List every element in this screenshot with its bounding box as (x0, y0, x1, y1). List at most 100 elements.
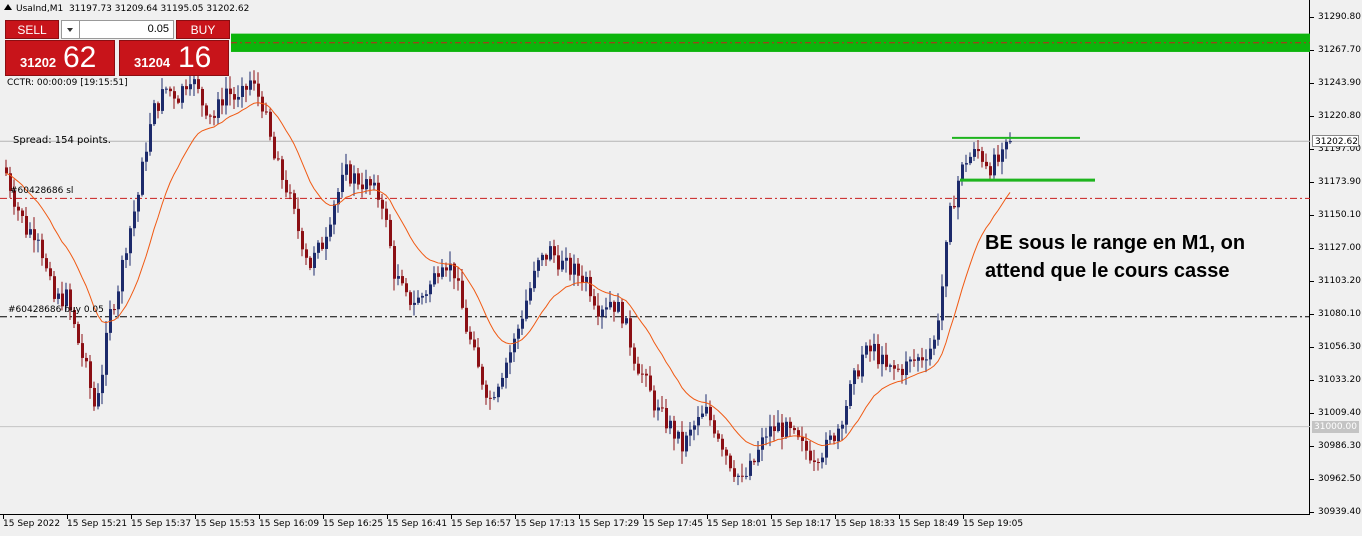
sell-quote[interactable]: 31202 62 (5, 40, 115, 76)
price-tick (1310, 247, 1314, 249)
candle-body (573, 263, 576, 275)
candle-body (733, 468, 736, 477)
candle-body (173, 91, 176, 99)
price-label: 31127.00 (1318, 242, 1361, 253)
time-label: 15 Sep 18:33 (835, 519, 896, 529)
candle-body (429, 284, 432, 295)
ask-big: 16 (178, 41, 212, 74)
time-tick (963, 515, 964, 519)
candle-body (9, 173, 12, 191)
price-label: 31220.80 (1318, 110, 1361, 121)
candle-body (881, 354, 884, 365)
candle-body (181, 86, 184, 103)
candle-body (61, 293, 64, 307)
candle-body (205, 105, 208, 116)
buy-button[interactable]: BUY (176, 20, 230, 39)
candle-body (457, 278, 460, 281)
candle-body (373, 182, 376, 186)
candle-body (529, 288, 532, 301)
price-tick (1310, 281, 1314, 283)
time-label: 15 Sep 17:13 (515, 519, 576, 529)
time-tick (323, 515, 324, 519)
candle-body (537, 260, 540, 271)
time-label: 15 Sep 16:25 (323, 519, 384, 529)
price-tick (1310, 149, 1314, 151)
candle-body (17, 206, 20, 211)
candle-body (925, 359, 928, 361)
stop-loss-label[interactable]: #60428686 sl (10, 186, 74, 196)
candle-body (793, 428, 796, 431)
price-label: 30939.40 (1318, 507, 1361, 517)
candle-body (369, 179, 372, 186)
candle-body (481, 366, 484, 385)
candle-body (273, 136, 276, 159)
candle-body (409, 292, 412, 305)
candle-body (825, 439, 828, 458)
sell-button[interactable]: SELL (5, 20, 59, 39)
candle-body (213, 115, 216, 118)
candle-body (629, 318, 632, 348)
candle-body (165, 88, 168, 90)
candle-body (721, 438, 724, 450)
chart-area[interactable]: UsaInd,M1 31197.73 31209.64 31195.05 312… (0, 0, 1310, 515)
time-tick (3, 515, 4, 519)
candle-body (265, 111, 268, 113)
time-tick (835, 515, 836, 519)
time-label: 15 Sep 18:01 (707, 519, 768, 529)
candle-body (473, 339, 476, 348)
buy-quote[interactable]: 31204 16 (119, 40, 229, 76)
price-chart[interactable] (0, 0, 1310, 515)
symbol-info: UsaInd,M1 31197.73 31209.64 31195.05 312… (4, 4, 249, 14)
candle-body (705, 406, 708, 414)
candle-body (845, 405, 848, 425)
candle-body (677, 431, 680, 439)
one-click-trading-panel: SELL 0.05 BUY 31202 62 31204 16 (5, 20, 230, 76)
price-label: 31056.30 (1318, 342, 1361, 353)
candle-body (641, 373, 644, 375)
candle-body (801, 437, 804, 441)
candle-body (765, 436, 768, 438)
price-scale[interactable]: 31290.80 31267.70 31243.90 31220.80 31197.00… (1310, 0, 1362, 517)
candle-body (13, 190, 16, 207)
candle-body (25, 215, 28, 235)
candle-body (809, 450, 812, 461)
time-label: 15 Sep 15:53 (195, 519, 256, 529)
candle-body (509, 352, 512, 363)
candle-body (401, 276, 404, 284)
lot-size-input[interactable]: 0.05 (61, 20, 174, 39)
candle-body (445, 267, 448, 271)
candle-body (625, 318, 628, 324)
candle-body (621, 301, 624, 324)
candle-body (53, 276, 56, 299)
candle-body (389, 219, 392, 247)
time-label: 15 Sep 16:57 (451, 519, 512, 529)
candle-body (345, 164, 348, 175)
candle-body (713, 420, 716, 434)
time-tick (195, 515, 196, 519)
candle-body (637, 363, 640, 374)
lot-value: 0.05 (147, 23, 169, 35)
candle-body (533, 270, 536, 289)
price-label: 31009.40 (1318, 408, 1361, 419)
candle-body (81, 343, 84, 358)
candle-body (349, 164, 352, 184)
candle-body (381, 199, 384, 209)
price-tick (1310, 181, 1314, 183)
candle-body (465, 307, 468, 332)
candle-body (997, 154, 1000, 162)
buy-order-label[interactable]: #60428686 buy 0.05 (8, 305, 104, 315)
candle-body (817, 462, 820, 464)
candle-body (145, 151, 148, 162)
price-label: 31243.90 (1318, 78, 1361, 89)
candle-body (385, 208, 388, 220)
collapse-arrow-icon[interactable] (4, 4, 12, 10)
lot-dropdown-icon[interactable] (62, 21, 80, 38)
candle-body (209, 115, 212, 117)
candle-body (753, 460, 756, 463)
time-tick (515, 515, 516, 519)
time-scale[interactable]: 15 Sep 2022 15 Sep 15:21 15 Sep 15:37 15 Se… (0, 515, 1310, 536)
candle-body (297, 208, 300, 232)
candle-body (405, 283, 408, 293)
candle-body (969, 156, 972, 164)
time-label: 15 Sep 17:45 (643, 519, 704, 529)
